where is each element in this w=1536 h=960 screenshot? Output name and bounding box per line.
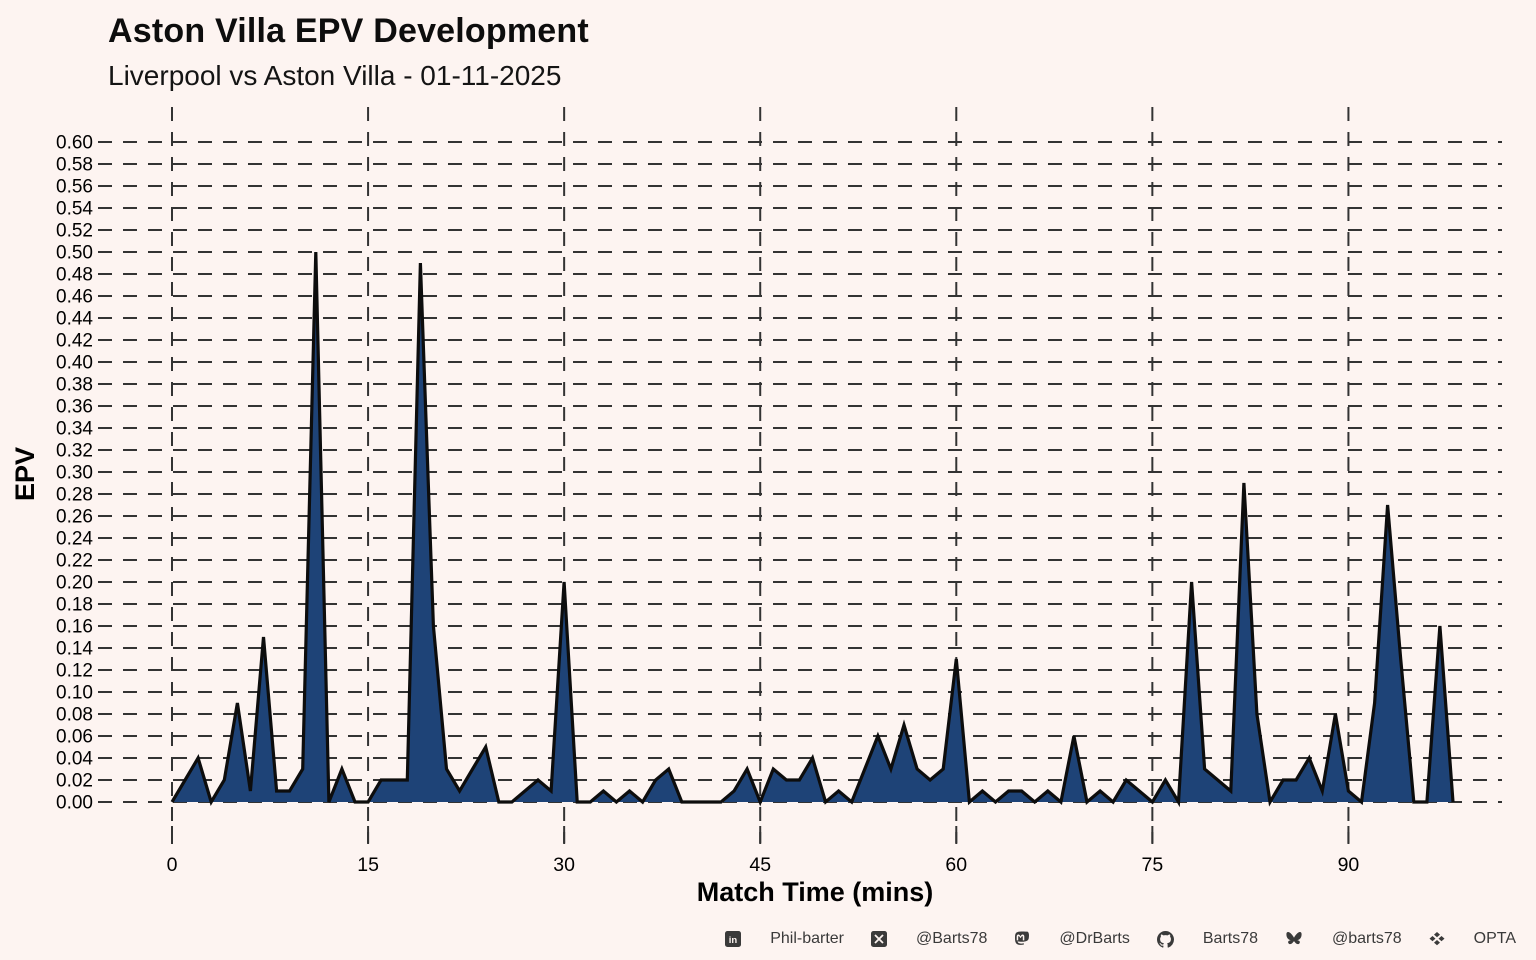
footer-label: Barts78 xyxy=(1202,930,1259,947)
y-tick-label: 0.06 xyxy=(56,727,93,748)
y-tick-label: 0.18 xyxy=(56,595,93,616)
x-tick-label: 90 xyxy=(1338,854,1360,876)
x-axis-title: Match Time (mins) xyxy=(697,877,934,907)
epv-area-fill xyxy=(172,252,1453,802)
linkedin-icon: in xyxy=(725,931,742,947)
y-tick-label: 0.56 xyxy=(56,177,93,198)
footer-item[interactable]: @DrBarts xyxy=(1014,930,1130,948)
y-tick-label: 0.36 xyxy=(56,397,93,418)
dropbox-icon xyxy=(1429,931,1445,947)
y-tick-label: 0.22 xyxy=(56,551,93,572)
chart-header: Aston Villa EPV Development Liverpool vs… xyxy=(108,10,589,92)
y-tick-label: 0.52 xyxy=(56,221,93,242)
y-tick-label: 0.08 xyxy=(56,705,93,726)
y-tick-label: 0.40 xyxy=(56,353,93,374)
y-tick-label: 0.26 xyxy=(56,507,93,528)
x-tick-label: 0 xyxy=(167,854,178,876)
y-tick-label: 0.50 xyxy=(56,243,93,264)
y-tick-label: 0.00 xyxy=(56,793,93,814)
y-tick-label: 0.32 xyxy=(56,441,93,462)
y-tick-label: 0.02 xyxy=(56,771,93,792)
footer-item[interactable]: @Barts78 xyxy=(871,930,987,948)
footer-label: @Barts78 xyxy=(916,930,988,947)
y-tick-label: 0.60 xyxy=(56,133,93,154)
y-tick-label: 0.16 xyxy=(56,617,93,638)
bluesky-icon xyxy=(1285,931,1303,947)
x-tick-label: 60 xyxy=(945,854,967,876)
x-icon xyxy=(871,931,888,947)
x-tick-label: 15 xyxy=(357,854,379,876)
y-tick-label: 0.20 xyxy=(56,573,93,594)
svg-text:in: in xyxy=(729,935,738,946)
x-tick-label: 75 xyxy=(1142,854,1164,876)
footer-item[interactable]: in Phil-barter xyxy=(725,930,844,948)
y-tick-label: 0.34 xyxy=(56,419,93,440)
footer-item[interactable]: @barts78 xyxy=(1285,930,1402,948)
y-tick-label: 0.24 xyxy=(56,529,93,550)
y-tick-label: 0.10 xyxy=(56,683,93,704)
y-tick-label: 0.14 xyxy=(56,639,93,660)
y-tick-label: 0.58 xyxy=(56,155,93,176)
y-tick-label: 0.46 xyxy=(56,287,93,308)
footer-label: OPTA xyxy=(1473,930,1516,947)
y-tick-label: 0.30 xyxy=(56,463,93,484)
y-tick-label: 0.42 xyxy=(56,331,93,352)
mastodon-icon xyxy=(1014,931,1030,947)
y-gridlines: 0.000.020.040.060.080.100.120.140.160.18… xyxy=(56,133,1502,814)
y-tick-label: 0.12 xyxy=(56,661,93,682)
footer-item[interactable]: OPTA xyxy=(1429,930,1516,948)
footer-label: Phil-barter xyxy=(770,930,845,947)
footer-label: @barts78 xyxy=(1332,930,1402,947)
y-tick-label: 0.38 xyxy=(56,375,93,396)
footer-item[interactable]: Barts78 xyxy=(1156,930,1259,948)
footer-label: @DrBarts xyxy=(1059,930,1130,947)
github-icon xyxy=(1156,930,1174,948)
y-tick-label: 0.48 xyxy=(56,265,93,286)
chart-title: Aston Villa EPV Development xyxy=(108,12,589,50)
y-axis-title: EPV xyxy=(10,447,40,501)
y-tick-label: 0.54 xyxy=(56,199,93,220)
social-footer: in Phil-barter @Barts78 @DrBarts Barts78 @bar… xyxy=(725,930,1516,948)
chart-subtitle: Liverpool vs Aston Villa - 01-11-2025 xyxy=(108,59,562,91)
y-tick-label: 0.04 xyxy=(56,749,93,770)
epv-line xyxy=(170,251,1455,808)
x-tick-label: 30 xyxy=(553,854,575,876)
x-tick-label: 45 xyxy=(749,854,771,876)
y-tick-label: 0.44 xyxy=(56,309,93,330)
y-tick-label: 0.28 xyxy=(56,485,93,506)
